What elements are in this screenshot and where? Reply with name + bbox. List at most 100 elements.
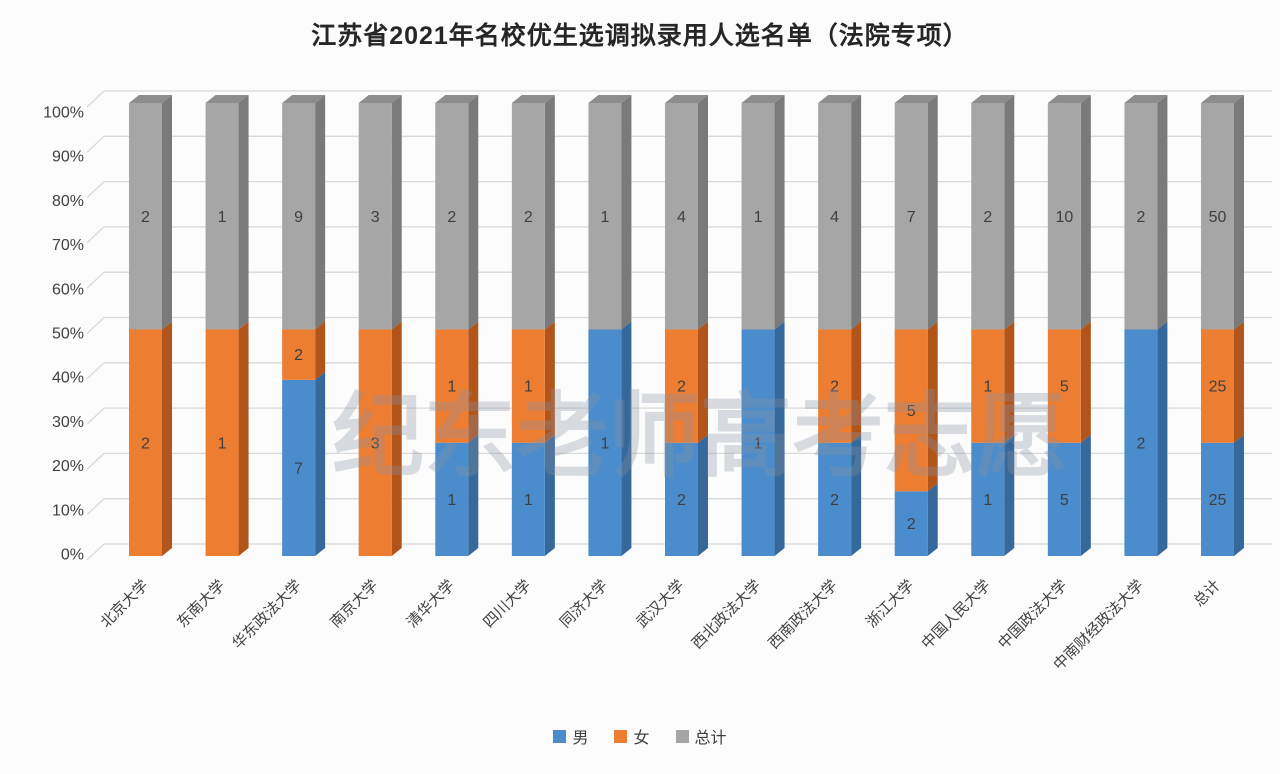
tick-connector-10	[86, 498, 105, 516]
tick-connector-90	[86, 135, 105, 153]
bar-segment-总计-华东政法大学	[282, 103, 316, 330]
bar-top-总计	[1124, 95, 1168, 103]
legend-swatch-女	[614, 729, 628, 743]
bar-segment-男-总计	[1200, 442, 1234, 556]
tick-connector-40	[86, 362, 105, 380]
bar-side-女	[391, 321, 402, 556]
bar-side-女	[1004, 321, 1015, 443]
bar-segment-总计-浙江大学	[894, 103, 928, 330]
y-tick-label: 0%	[61, 547, 84, 564]
data-label-总计: 2	[447, 209, 456, 226]
bar-segment-总计-清华大学	[435, 103, 469, 330]
legend: 男 女 总计	[0, 724, 1280, 748]
bar-segment-男-四川大学	[511, 442, 545, 556]
x-category-label: 北京大学	[97, 577, 151, 631]
bar-top-总计	[664, 95, 708, 103]
x-category-label: 华东政法大学	[229, 577, 305, 653]
bar-side-女	[1080, 321, 1091, 443]
bar-side-男	[697, 434, 708, 556]
bar-segment-总计-西北政法大学	[741, 103, 775, 330]
tick-connector-0	[86, 543, 105, 561]
bar-top-总计	[894, 95, 938, 103]
bar-side-女	[851, 321, 862, 443]
bar-top-总计	[205, 95, 249, 103]
bar-segment-总计-中国人民大学	[971, 103, 1005, 330]
data-label-男: 1	[524, 492, 533, 509]
data-label-女: 2	[677, 379, 686, 396]
bar-segment-总计-西南政法大学	[818, 103, 852, 330]
data-label-男: 2	[907, 516, 916, 533]
data-label-总计: 2	[524, 209, 533, 226]
bar-side-男	[315, 371, 326, 556]
bar-side-女	[468, 321, 479, 443]
tick-connector-70	[86, 226, 105, 244]
bar-side-女	[927, 321, 938, 492]
bar-side-总计	[544, 95, 555, 330]
bar-segment-男-中国人民大学	[971, 442, 1005, 556]
data-label-总计: 7	[907, 209, 916, 226]
bar-segment-女-总计	[1200, 329, 1234, 443]
data-label-男: 5	[1060, 492, 1069, 509]
bar-segment-女-中国人民大学	[971, 329, 1005, 443]
bar-segment-男-武汉大学	[664, 442, 698, 556]
bar-segment-女-南京大学	[358, 329, 392, 556]
bar-top-总计	[971, 95, 1015, 103]
bar-side-女	[315, 321, 326, 380]
bar-segment-女-东南大学	[205, 329, 239, 556]
bar-side-男	[774, 321, 785, 556]
bar-segment-男-西北政法大学	[741, 329, 775, 556]
y-tick-label: 90%	[52, 149, 84, 166]
data-label-男: 2	[1136, 435, 1145, 452]
legend-item-总计: 总计	[675, 724, 727, 748]
y-tick-label: 100%	[43, 105, 84, 122]
watermark-text: 纪东老师高考志愿	[332, 386, 1068, 488]
bar-top-总计	[129, 95, 172, 103]
bar-side-男	[621, 321, 632, 556]
data-label-女: 1	[218, 435, 227, 452]
data-label-男: 7	[294, 460, 303, 477]
bar-side-男	[1233, 434, 1244, 556]
data-label-男: 1	[754, 435, 763, 452]
data-label-男: 2	[830, 492, 839, 509]
data-label-总计: 2	[983, 209, 992, 226]
legend-swatch-男	[553, 729, 567, 743]
bar-segment-总计-同济大学	[588, 103, 622, 330]
bar-side-总计	[1004, 95, 1015, 330]
y-tick-label: 80%	[52, 193, 84, 210]
tick-connector-30	[86, 407, 105, 425]
bar-segment-女-北京大学	[129, 329, 162, 556]
data-label-女: 5	[1060, 379, 1069, 396]
data-label-总计: 2	[1136, 209, 1145, 226]
legend-item-女: 女	[614, 724, 650, 748]
bar-segment-男-同济大学	[588, 329, 622, 556]
bar-side-男	[544, 434, 555, 556]
legend-label-男: 男	[572, 730, 589, 747]
x-category-label: 东南大学	[174, 577, 228, 631]
bar-top-总计	[435, 95, 479, 103]
bar-side-总计	[1080, 95, 1091, 330]
data-label-总计: 1	[218, 209, 227, 226]
x-category-label: 中国人民大学	[918, 577, 994, 653]
y-tick-label: 10%	[52, 502, 84, 519]
bar-segment-总计-东南大学	[205, 103, 239, 330]
legend-swatch-总计	[675, 729, 689, 743]
bar-side-总计	[1233, 95, 1244, 330]
bar-segment-男-西南政法大学	[818, 442, 852, 556]
bar-side-女	[697, 321, 708, 443]
tick-connector-60	[86, 271, 105, 289]
x-category-label: 中国政法大学	[995, 577, 1071, 653]
bar-side-女	[544, 321, 555, 443]
bar-segment-男-中南财经政法大学	[1124, 329, 1158, 556]
legend-label-女: 女	[633, 730, 650, 747]
bar-segment-男-中国政法大学	[1047, 442, 1081, 556]
x-category-label: 清华大学	[404, 577, 458, 631]
bar-side-总计	[315, 95, 326, 330]
bar-top-总计	[358, 95, 402, 103]
x-category-label: 南京大学	[327, 577, 381, 631]
data-label-女: 3	[371, 435, 380, 452]
bar-segment-总计-北京大学	[129, 103, 162, 330]
x-category-label: 四川大学	[480, 577, 534, 631]
bar-segment-总计-四川大学	[511, 103, 545, 330]
bar-segment-女-西南政法大学	[818, 329, 852, 443]
